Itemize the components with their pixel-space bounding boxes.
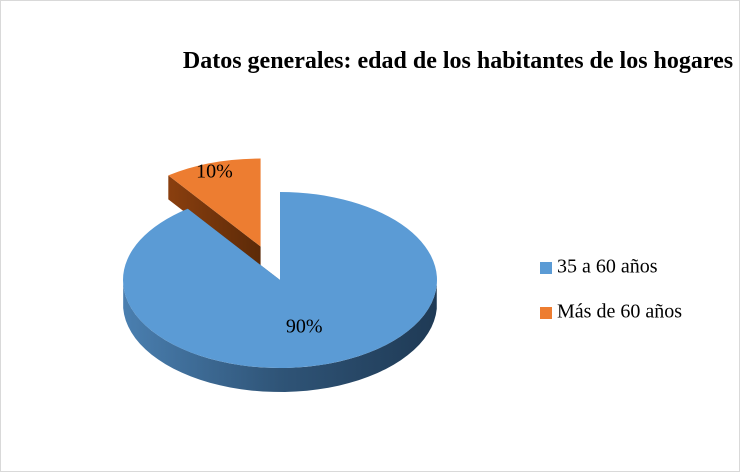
chart-title: Datos generales: edad de los habitantes … <box>183 48 733 74</box>
data-label: 90% <box>286 315 323 337</box>
slice-side <box>168 175 261 271</box>
legend-swatch <box>540 307 552 319</box>
slice-top <box>168 158 261 247</box>
legend-swatch <box>540 262 552 274</box>
pie-slice <box>168 158 261 271</box>
data-label: 10% <box>196 161 233 183</box>
legend-label: 35 a 60 años <box>557 256 658 278</box>
slice-top <box>122 192 437 369</box>
slice-wall <box>123 284 437 392</box>
legend-label: Más de 60 años <box>557 301 682 323</box>
pie-slice <box>122 192 437 392</box>
